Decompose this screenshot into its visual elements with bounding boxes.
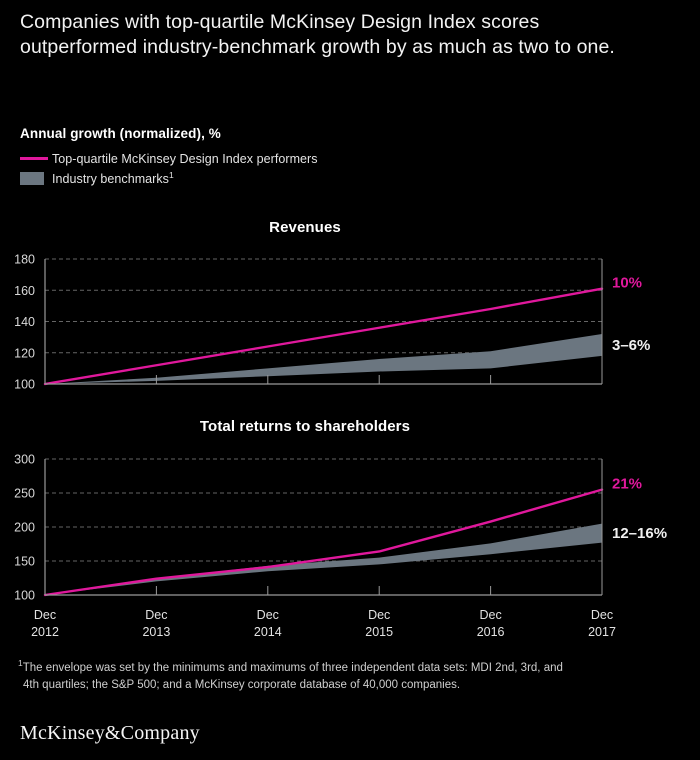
footnote-line-1: 1The envelope was set by the minimums an… xyxy=(18,658,658,677)
mdi-performers-line xyxy=(43,287,604,386)
line-end-label: 21% xyxy=(612,476,642,493)
chart-title-revenues: Revenues xyxy=(269,219,341,236)
y-axis-tick-label: 160 xyxy=(14,284,35,298)
chart-title-trs: Total returns to shareholders xyxy=(199,418,411,435)
band-end-label: 3–6% xyxy=(612,337,650,354)
x-axis-tick-label-year: 2013 xyxy=(142,625,170,639)
x-axis-tick-label-year: 2012 xyxy=(31,625,59,639)
x-axis-tick-label-month: Dec xyxy=(368,608,390,622)
footnote-marker: 1 xyxy=(18,658,23,669)
line-end-label: 10% xyxy=(612,275,642,292)
legend: Annual growth (normalized), % Top-quarti… xyxy=(20,126,490,190)
band-end-label: 12–16% xyxy=(612,525,667,542)
x-axis-tick-label-year: 2014 xyxy=(254,625,282,639)
legend-footnote-marker: 1 xyxy=(168,169,174,180)
legend-title: Annual growth (normalized), % xyxy=(20,126,221,141)
y-axis-tick-label: 200 xyxy=(14,521,35,535)
legend-item-label: Top-quartile McKinsey Design Index perfo… xyxy=(52,151,318,166)
legend-item-benchmarks: Industry benchmarks1 xyxy=(20,170,490,187)
y-axis-tick-label: 300 xyxy=(14,453,35,467)
footnote-text-1: The envelope was set by the minimums and… xyxy=(22,662,563,674)
y-axis-tick-label: 250 xyxy=(14,487,35,501)
legend-item-label: Industry benchmarks1 xyxy=(52,169,174,186)
mckinsey-logo: McKinsey&Company xyxy=(20,722,200,744)
x-axis-tick-label-month: Dec xyxy=(257,608,279,622)
x-axis-tick-label-month: Dec xyxy=(34,608,56,622)
y-axis-tick-label: 140 xyxy=(14,315,35,329)
chart-revenues: 100 120 140 160 180 10% 3–6% xyxy=(14,253,650,392)
footnote: 1The envelope was set by the minimums an… xyxy=(18,658,658,694)
y-axis-tick-label: 150 xyxy=(14,555,35,569)
y-axis-tick-label: 180 xyxy=(14,253,35,267)
benchmark-envelope-band xyxy=(45,523,602,595)
chart-total-returns: 100 150 200 250 300 21% 12–16% Dec 2012 Dec 2013 De… xyxy=(14,453,667,640)
x-axis-tick-label-month: Dec xyxy=(145,608,167,622)
x-axis-tick-label-month: Dec xyxy=(479,608,501,622)
legend-item-mdi: Top-quartile McKinsey Design Index perfo… xyxy=(20,150,490,167)
y-axis-tick-label: 100 xyxy=(14,378,35,392)
y-axis-tick-label: 120 xyxy=(14,346,35,360)
legend-line-swatch-icon xyxy=(20,157,52,160)
legend-box-swatch-icon xyxy=(20,172,52,185)
footnote-line-2: 4th quartiles; the S&P 500; and a McKins… xyxy=(23,679,461,691)
page-title: Companies with top-quartile McKinsey Des… xyxy=(20,11,615,58)
x-axis-tick-label-month: Dec xyxy=(591,608,613,622)
x-axis-tick-label-year: 2015 xyxy=(365,625,393,639)
x-axis-tick-label-year: 2016 xyxy=(477,625,505,639)
benchmark-envelope-band xyxy=(45,334,602,384)
x-axis-tick-label-year: 2017 xyxy=(588,625,616,639)
y-axis-tick-label: 100 xyxy=(14,589,35,603)
legend-item-text: Industry benchmarks xyxy=(52,171,169,186)
mdi-performers-line xyxy=(43,488,604,597)
